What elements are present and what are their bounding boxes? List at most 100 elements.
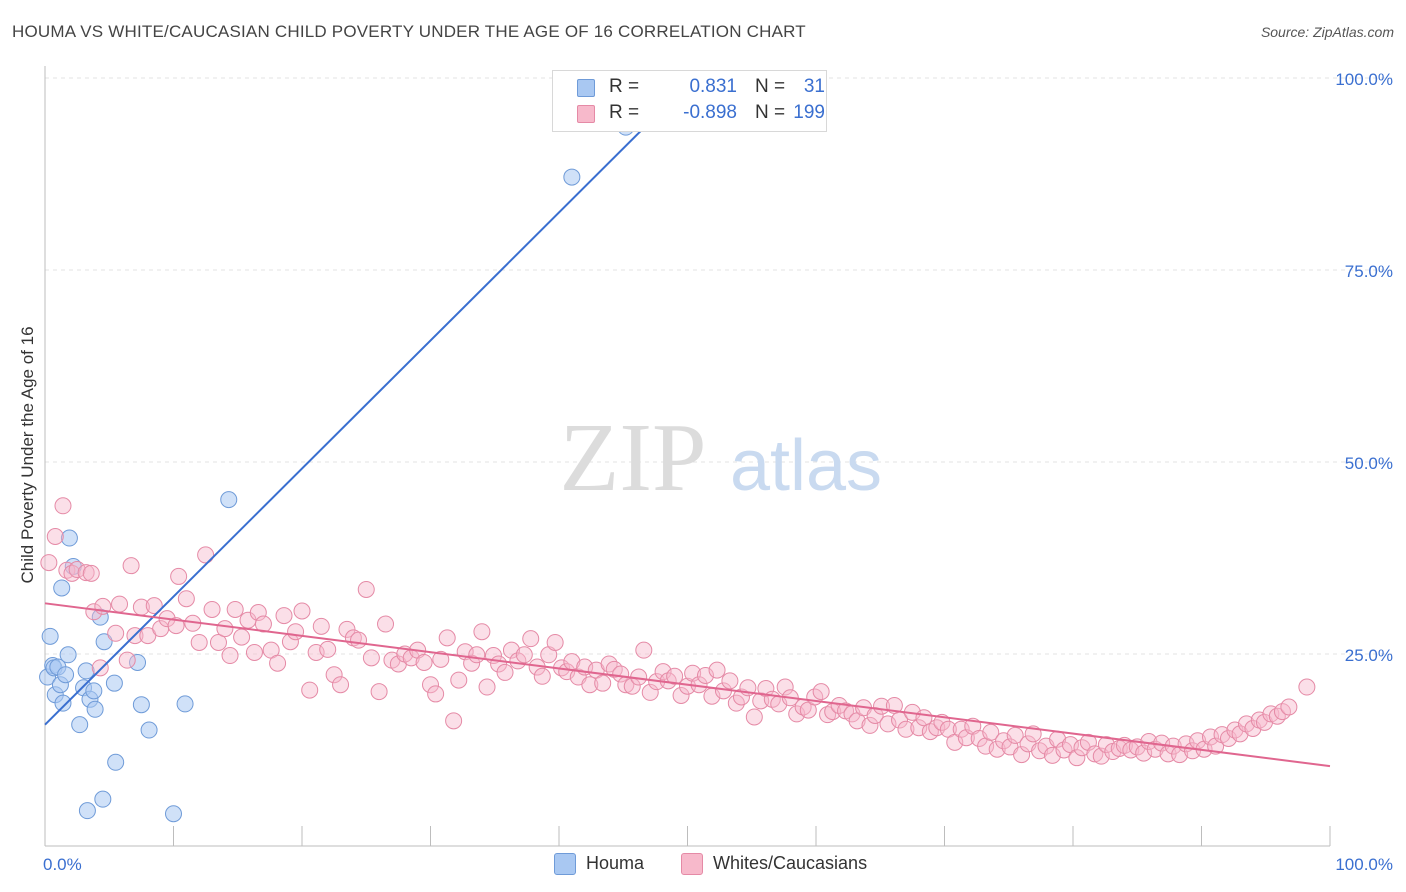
- legend-n-value: 31: [803, 76, 825, 97]
- whites-point: [245, 643, 263, 661]
- whites-point: [757, 680, 775, 698]
- whites-point: [122, 557, 140, 575]
- legend-r-label: R =: [609, 102, 640, 123]
- legend-r-label: R =: [609, 76, 640, 97]
- whites-point: [422, 676, 439, 694]
- whites-point: [209, 633, 227, 651]
- whites-point: [312, 617, 330, 635]
- legend-n-value: 199: [793, 102, 825, 123]
- whites-point: [325, 666, 343, 684]
- whites-point: [275, 607, 293, 625]
- whites-point: [1231, 725, 1249, 743]
- houma-point: [85, 682, 103, 700]
- whites-point: [177, 590, 195, 608]
- whites-point: [1086, 745, 1104, 763]
- whites-point: [338, 620, 356, 638]
- whites-point: [332, 676, 350, 694]
- houma-point: [132, 696, 150, 714]
- whites-point: [54, 497, 72, 515]
- whites-point: [107, 624, 125, 642]
- whites-point: [233, 628, 251, 646]
- whites-point: [522, 630, 540, 648]
- houma-point: [71, 716, 89, 734]
- series-legend: Houma Whites/Caucasians: [0, 852, 1406, 878]
- whites-point: [377, 615, 395, 633]
- whites-point: [432, 650, 450, 668]
- whites-point: [254, 615, 272, 633]
- source-label: Source: ZipAtlas.com: [1260, 24, 1394, 40]
- whites-point: [515, 646, 533, 664]
- legend-label-whites: Whites/Caucasians: [713, 853, 868, 873]
- whites-point: [269, 654, 287, 672]
- whites-point: [533, 667, 551, 685]
- whites-point: [546, 633, 564, 651]
- legend-swatch-houma: [554, 853, 576, 875]
- houma-point: [107, 753, 125, 771]
- houma-point: [140, 721, 158, 739]
- houma-point: [220, 491, 238, 509]
- whites-trendline: [44, 602, 1331, 768]
- data-points: [39, 118, 1316, 823]
- whites-point: [988, 740, 1006, 758]
- whites-point: [776, 678, 794, 696]
- houma-point: [165, 805, 182, 823]
- x-tick-label: 0.0%: [43, 855, 82, 874]
- whites-point: [167, 617, 185, 635]
- whites-point: [145, 597, 163, 615]
- whites-point: [370, 683, 388, 701]
- whites-point: [427, 685, 445, 703]
- houma-point: [94, 790, 112, 808]
- whites-point: [287, 623, 305, 641]
- trend-lines: [44, 77, 1331, 768]
- legend-r-value: -0.898: [683, 102, 737, 123]
- whites-point: [68, 561, 86, 579]
- watermark: ZIP atlas: [560, 404, 883, 512]
- houma-point: [563, 168, 581, 186]
- whites-point: [293, 602, 311, 620]
- houma-point: [86, 700, 104, 718]
- houma-point: [95, 633, 113, 651]
- watermark-zip: ZIP: [560, 404, 707, 512]
- whites-point: [502, 641, 520, 659]
- whites-point: [226, 600, 244, 618]
- whites-point: [1068, 749, 1086, 767]
- houma-point: [59, 646, 77, 664]
- whites-point: [581, 676, 599, 694]
- legend-swatch-houma: [577, 79, 595, 97]
- whites-point: [40, 554, 58, 572]
- whites-point: [496, 663, 514, 681]
- whites-point: [708, 661, 726, 679]
- whites-point: [672, 686, 690, 704]
- whites-point: [982, 723, 1000, 741]
- houma-point: [129, 653, 147, 671]
- houma-trendline: [44, 77, 695, 726]
- whites-point: [1013, 746, 1031, 764]
- whites-point: [866, 706, 884, 724]
- houma-point: [78, 802, 96, 820]
- y-tick-label: 100.0%: [1335, 70, 1393, 89]
- houma-point: [77, 662, 95, 680]
- whites-point: [861, 716, 879, 734]
- whites-point: [445, 712, 463, 730]
- whites-point: [216, 620, 234, 638]
- whites-point: [197, 546, 215, 564]
- whites-point: [350, 631, 368, 649]
- whites-point: [600, 655, 618, 673]
- whites-point: [1298, 678, 1316, 696]
- whites-point: [85, 603, 103, 621]
- whites-point: [594, 674, 612, 692]
- whites-point: [221, 647, 239, 665]
- whites-point: [118, 651, 136, 669]
- whites-point: [1280, 698, 1298, 716]
- whites-point: [612, 665, 630, 683]
- whites-point: [46, 527, 64, 545]
- whites-point: [473, 623, 491, 641]
- whites-point: [450, 671, 468, 689]
- chart-title: HOUMA VS WHITE/CAUCASIAN CHILD POVERTY U…: [12, 22, 806, 41]
- whites-point: [745, 708, 763, 726]
- legend-n-label: N =: [755, 76, 786, 97]
- legend-label-houma: Houma: [586, 853, 645, 873]
- whites-point: [82, 564, 100, 582]
- whites-point: [666, 667, 684, 685]
- whites-point: [415, 653, 433, 671]
